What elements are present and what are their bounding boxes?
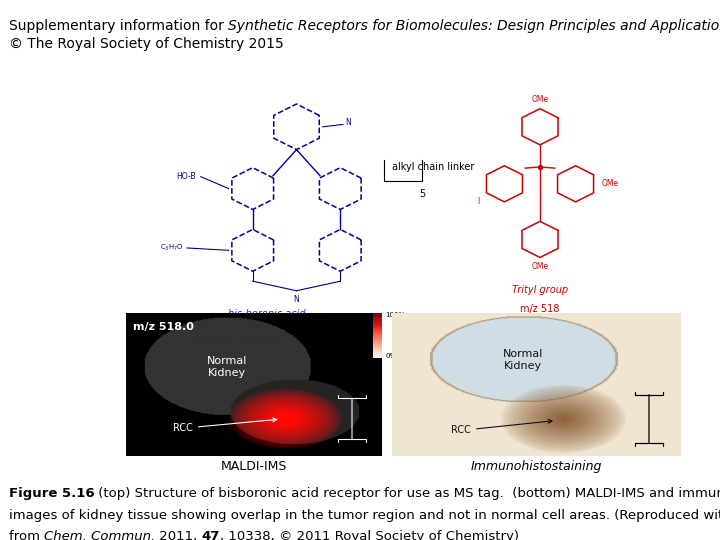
Text: OMe: OMe	[601, 179, 618, 188]
Text: Normal
Kidney: Normal Kidney	[207, 356, 247, 377]
Text: OMe: OMe	[531, 96, 549, 104]
Text: 100%: 100%	[385, 312, 405, 318]
Text: alkyl chain linker: alkyl chain linker	[392, 162, 474, 172]
Text: Synthetic Receptors for Biomolecules: Design Principles and Applications: Synthetic Receptors for Biomolecules: De…	[228, 19, 720, 33]
Text: C$_3$H$_7$O: C$_3$H$_7$O	[160, 243, 184, 253]
Text: RCC: RCC	[451, 420, 552, 435]
Text: Figure 5.16: Figure 5.16	[9, 487, 94, 500]
Text: N: N	[346, 118, 351, 126]
Text: , 10338, © 2011 Royal Society of Chemistry): , 10338, © 2011 Royal Society of Chemist…	[220, 530, 519, 540]
Text: 47: 47	[202, 530, 220, 540]
Text: RCC: RCC	[173, 418, 276, 433]
Text: images of kidney tissue showing overlap in the tumor region and not in normal ce: images of kidney tissue showing overlap …	[9, 509, 720, 522]
Text: Chem. Commun.: Chem. Commun.	[44, 530, 155, 540]
Text: (top) Structure of bisboronic acid receptor for use as MS tag.  (bottom) MALDI-I: (top) Structure of bisboronic acid recep…	[94, 487, 720, 500]
Text: 5: 5	[420, 188, 426, 199]
Text: from: from	[9, 530, 44, 540]
Text: 2011,: 2011,	[155, 530, 202, 540]
Text: OMe: OMe	[531, 262, 549, 271]
Text: Immunohistostaining: Immunohistostaining	[471, 460, 602, 473]
Text: bis-boronic acid: bis-boronic acid	[228, 309, 305, 319]
Text: 0%: 0%	[385, 353, 396, 359]
Text: Normal
Kidney: Normal Kidney	[503, 349, 544, 370]
Text: Supplementary information for: Supplementary information for	[9, 19, 228, 33]
Text: m/z 518: m/z 518	[521, 304, 559, 314]
Text: I: I	[477, 197, 480, 206]
Text: © The Royal Society of Chemistry 2015: © The Royal Society of Chemistry 2015	[9, 37, 284, 51]
Text: HO-B: HO-B	[176, 172, 196, 181]
Text: N: N	[294, 294, 300, 303]
Text: MALDI-IMS: MALDI-IMS	[221, 460, 287, 473]
Text: m/z 518.0: m/z 518.0	[132, 322, 194, 332]
Text: Trityl group: Trityl group	[512, 285, 568, 295]
